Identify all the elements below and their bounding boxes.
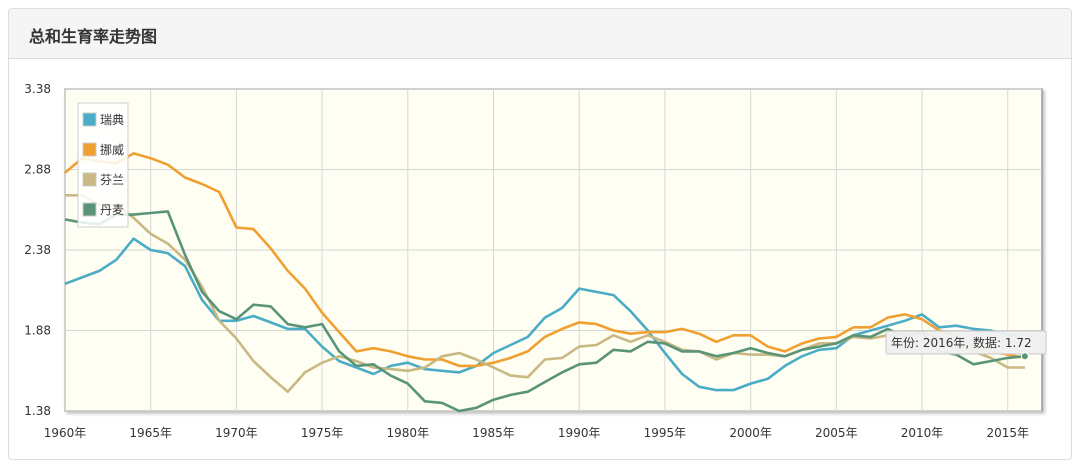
legend-swatch	[82, 172, 97, 187]
y-axis: 1.38 1.88 2.38 2.88 3.38	[24, 82, 51, 418]
x-tick-label: 1980年	[387, 426, 430, 440]
series-line-2	[64, 152, 1026, 368]
legend-swatch	[82, 142, 97, 157]
x-tick-label: 1990年	[558, 426, 601, 440]
x-tick-label: 1970年	[215, 426, 258, 440]
y-tick-label: 1.88	[24, 324, 51, 338]
tooltip: 年份: 2016年, 数据: 1.72	[885, 330, 1047, 361]
x-tick-label: 1965年	[129, 426, 172, 440]
x-tick-label: 1975年	[301, 426, 344, 440]
series-line-1	[64, 237, 1025, 392]
y-tick-label: 2.38	[24, 243, 51, 257]
x-tick-label: 2000年	[729, 426, 772, 440]
series-lines	[64, 152, 1026, 413]
panel-title: 总和生育率走势图	[29, 27, 158, 46]
y-tick-label: 2.88	[24, 163, 51, 177]
x-tick-label: 2005年	[815, 426, 858, 440]
tooltip-box	[885, 330, 1047, 355]
y-tick-label: 3.38	[24, 82, 51, 96]
x-tick-label: 1995年	[644, 426, 687, 440]
x-tick-label: 2015年	[986, 426, 1029, 440]
x-tick-label: 1960年	[44, 426, 87, 440]
legend-label: 丹麦	[100, 203, 124, 217]
legend-label: 芬兰	[100, 173, 124, 187]
x-tick-label: 2010年	[901, 426, 944, 440]
x-axis: 1960年 1965年 1970年 1975年 1980年 1985年 1990年 1995年…	[44, 426, 1029, 440]
series-line-3	[65, 194, 1025, 394]
y-tick-label: 1.38	[24, 404, 51, 418]
x-tick-label: 1985年	[472, 426, 515, 440]
series-line-4	[64, 210, 1026, 413]
legend-swatch	[82, 202, 97, 217]
panel-header: 总和生育率走势图	[9, 9, 1071, 59]
legend-label: 挪威	[100, 143, 124, 157]
legend-swatch	[82, 112, 97, 127]
legend-label: 瑞典	[100, 113, 124, 127]
tooltip-point	[1020, 352, 1029, 361]
tooltip-text: 年份: 2016年, 数据: 1.72	[891, 335, 1032, 350]
